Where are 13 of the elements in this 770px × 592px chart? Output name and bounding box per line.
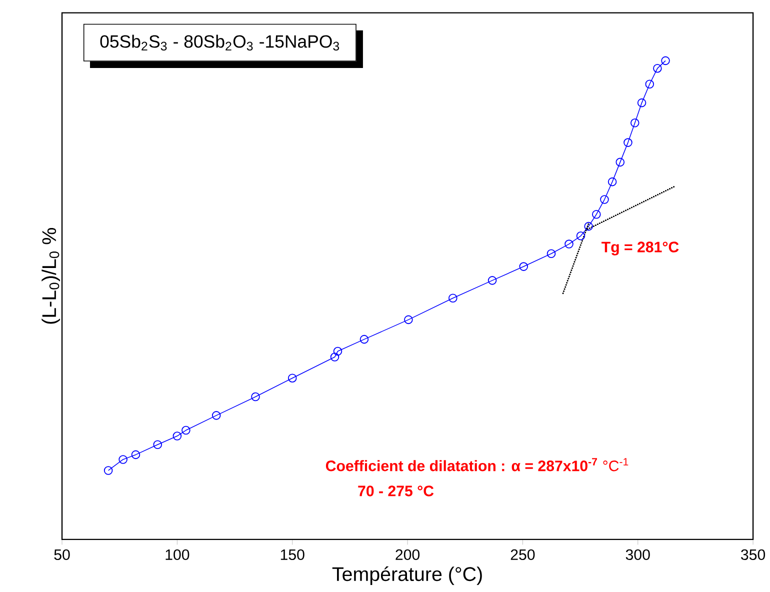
x-tick-label: 250 bbox=[510, 550, 535, 560]
x-tick-label: 300 bbox=[626, 550, 650, 560]
x-tick-label: 200 bbox=[396, 550, 420, 560]
text: Coefficient de dilatation : α = 287x10$^{-7}$ °C$^{-1}$ bbox=[326, 458, 628, 472]
x-tick-label: 350 bbox=[741, 550, 766, 560]
annotation: 70 - 275 °C bbox=[358, 486, 434, 497]
y-axis-title: (L-L$_{0}$)/L$_{0}$ % bbox=[42, 228, 60, 324]
chart-title: 05Sb$_{2}$S$_{3}$ - 80Sb$_{2}$O$_{3}$ -15NaPO$_{3}$ bbox=[100, 34, 340, 51]
annotation: Tg = 281°C bbox=[602, 242, 679, 256]
x-tick-label: 100 bbox=[166, 550, 190, 560]
x-tick-label: 50 bbox=[54, 550, 70, 560]
x-tick-label: 150 bbox=[280, 550, 304, 560]
x-axis-title: Température (°C) bbox=[332, 566, 482, 586]
